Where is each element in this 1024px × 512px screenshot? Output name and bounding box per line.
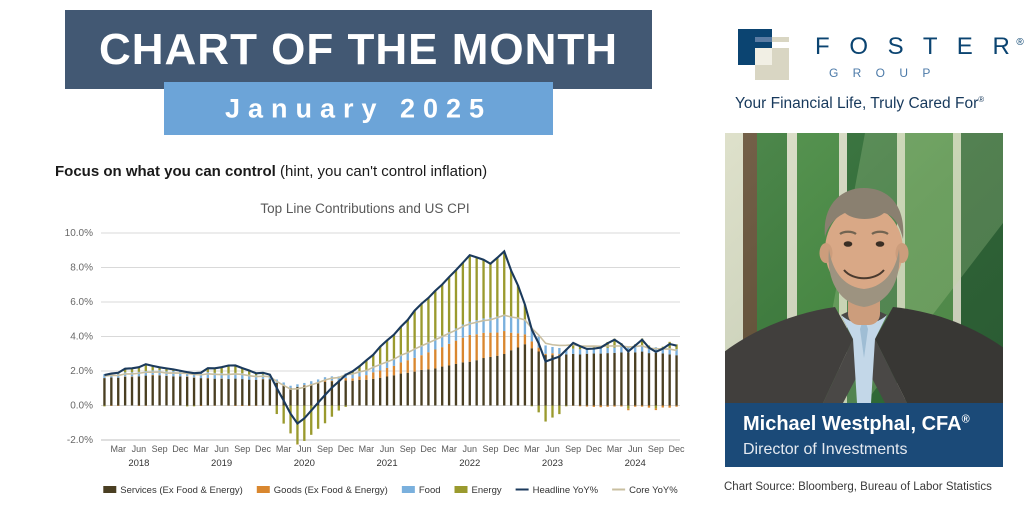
svg-text:Food: Food [419,485,441,496]
svg-text:Dec: Dec [669,444,686,454]
svg-text:Dec: Dec [255,444,272,454]
svg-text:Core YoY%: Core YoY% [629,485,678,496]
svg-text:Headline YoY%: Headline YoY% [533,485,599,496]
svg-text:Jun: Jun [214,444,229,454]
svg-text:Services (Ex Food & Energy): Services (Ex Food & Energy) [120,485,243,496]
svg-text:Mar: Mar [524,444,540,454]
svg-text:Energy: Energy [472,485,502,496]
svg-text:4.0%: 4.0% [70,332,93,343]
svg-text:2021: 2021 [376,458,397,469]
svg-text:6.0%: 6.0% [70,297,93,308]
svg-text:Jun: Jun [132,444,147,454]
svg-text:Sep: Sep [234,444,250,454]
svg-text:Jun: Jun [628,444,643,454]
svg-text:2020: 2020 [294,458,315,469]
svg-text:2024: 2024 [625,458,646,469]
svg-text:Mar: Mar [276,444,292,454]
svg-text:Mar: Mar [193,444,209,454]
svg-text:Sep: Sep [648,444,664,454]
svg-text:Sep: Sep [152,444,168,454]
svg-text:2019: 2019 [211,458,232,469]
svg-text:Dec: Dec [420,444,437,454]
svg-text:Jun: Jun [297,444,312,454]
svg-text:Dec: Dec [338,444,355,454]
svg-text:-2.0%: -2.0% [67,435,93,446]
svg-text:Goods (Ex Food & Energy): Goods (Ex Food & Energy) [274,485,388,496]
svg-text:10.0%: 10.0% [65,228,93,239]
svg-text:Mar: Mar [441,444,457,454]
svg-text:Sep: Sep [482,444,498,454]
svg-text:Sep: Sep [400,444,416,454]
svg-text:8.0%: 8.0% [70,263,93,274]
svg-text:Dec: Dec [172,444,189,454]
svg-text:Jun: Jun [380,444,395,454]
svg-text:Mar: Mar [607,444,623,454]
svg-text:2022: 2022 [459,458,480,469]
svg-text:Jun: Jun [545,444,560,454]
svg-text:Dec: Dec [503,444,520,454]
svg-text:Dec: Dec [586,444,603,454]
svg-text:2018: 2018 [128,458,149,469]
svg-text:2023: 2023 [542,458,563,469]
svg-text:Sep: Sep [565,444,581,454]
svg-text:Mar: Mar [359,444,375,454]
svg-text:Jun: Jun [463,444,478,454]
svg-text:2.0%: 2.0% [70,366,93,377]
svg-text:0.0%: 0.0% [70,401,93,412]
svg-text:Sep: Sep [317,444,333,454]
svg-text:Mar: Mar [110,444,126,454]
